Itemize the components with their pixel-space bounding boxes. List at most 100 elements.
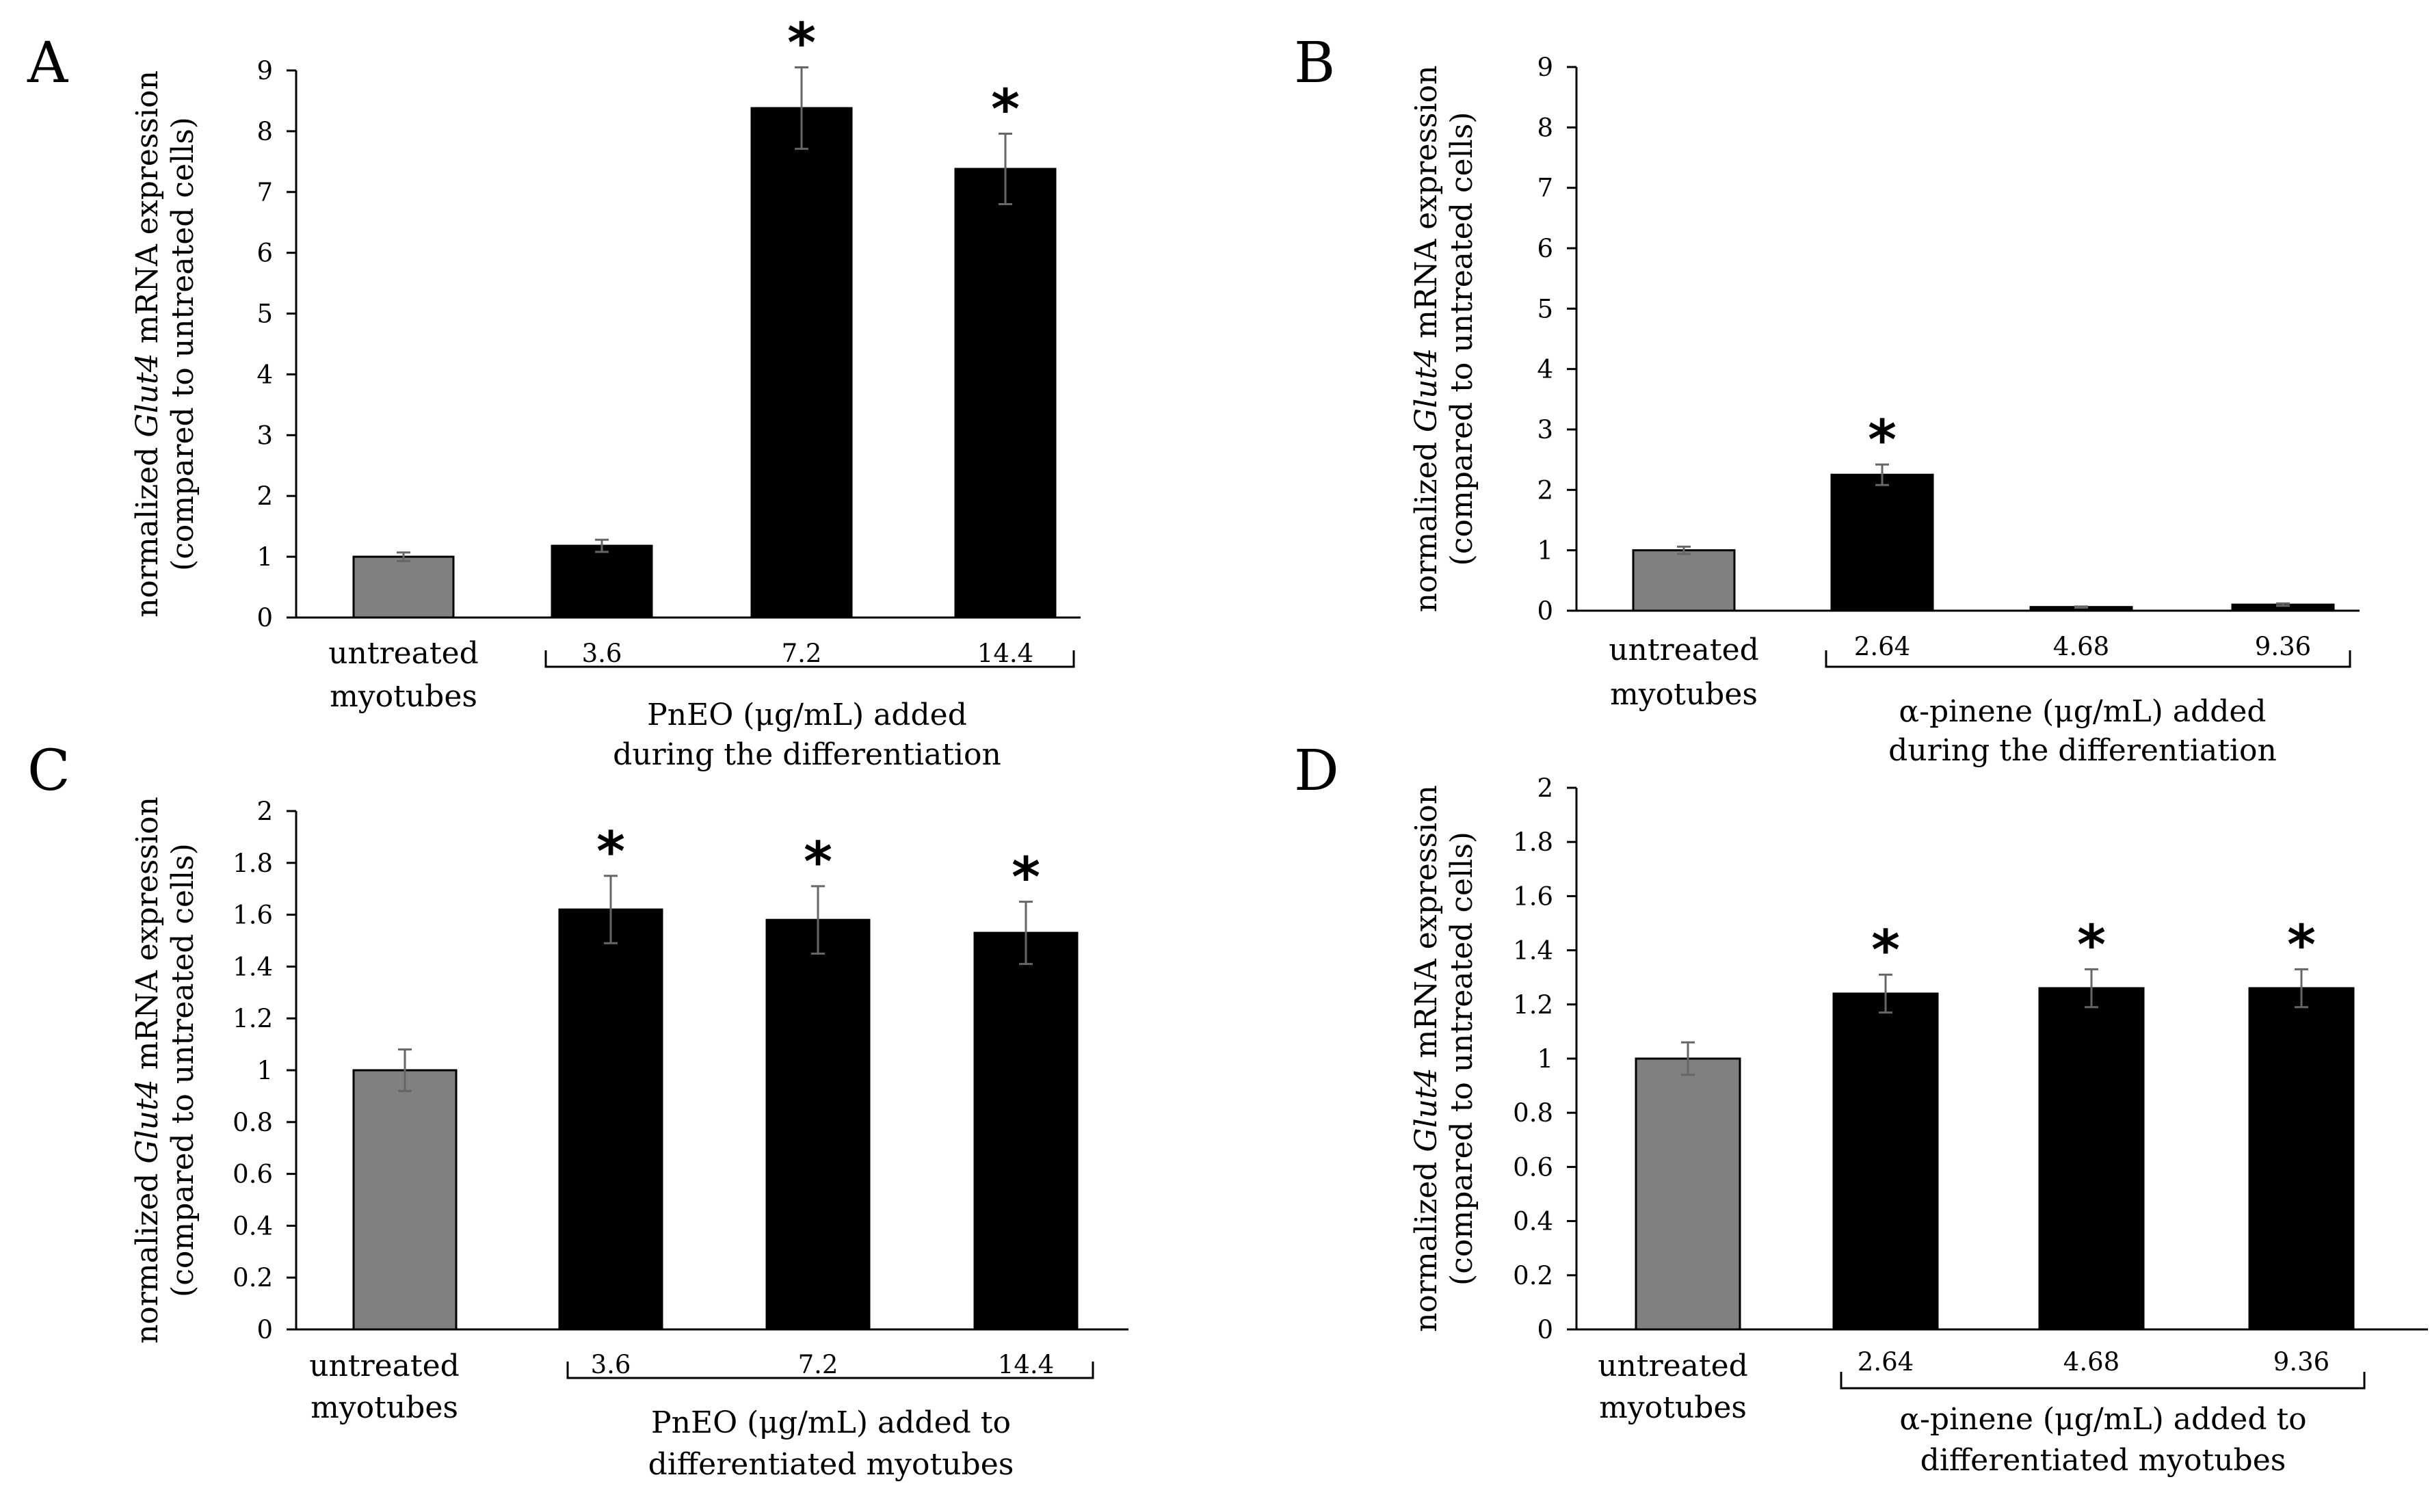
significance-marker: * xyxy=(804,830,832,894)
y-tick-label: 0.6 xyxy=(233,1160,273,1189)
bar xyxy=(352,555,455,619)
y-tick-label: 1.2 xyxy=(1513,990,1553,1020)
y-tick-label: 3 xyxy=(1537,415,1553,445)
chart-panel-c: C 0 0.2 0.4 0.6 0.8 1 1.2 1.4 1.6 1.8 2 normalized G… xyxy=(27,739,1128,1482)
x-tick-label: 4.68 xyxy=(2063,1347,2119,1377)
x-tick-label: 14.4 xyxy=(977,639,1033,668)
group-label-line2: differentiated myotubes xyxy=(648,1447,1014,1482)
y-axis-label-suffix: mRNA expression xyxy=(130,797,165,1079)
y-tick-label: 1 xyxy=(256,1056,273,1085)
significance-marker: * xyxy=(2077,913,2106,977)
y-tick-label: 2 xyxy=(1537,773,1553,803)
y-tick-label: 6 xyxy=(256,239,273,268)
y-axis-label: normalized Glut4 mRNA expression xyxy=(130,797,165,1344)
group-label-line1: α-pinene (μg/mL) added to xyxy=(1899,1402,2306,1437)
y-tick-label: 3 xyxy=(256,421,273,450)
control-label-line1: untreated xyxy=(1609,633,1759,667)
x-tick-label: 3.6 xyxy=(591,1350,631,1379)
bar xyxy=(1635,1057,1741,1331)
y-tick-label: 1 xyxy=(1537,1044,1553,1074)
group-bracket xyxy=(1840,1372,2366,1390)
y-tick-label: 5 xyxy=(256,300,273,329)
y-tick-label: 2 xyxy=(256,797,273,826)
y-tick-label: 0.4 xyxy=(1513,1207,1553,1236)
y-tick-label: 1.8 xyxy=(1513,827,1553,857)
group-bracket xyxy=(1825,650,2351,668)
group-label-line2: during the differentiation xyxy=(1888,733,2277,768)
y-axis-label-line2: (compared to untreated cells) xyxy=(1444,112,1479,566)
y-tick-label: 0.8 xyxy=(1513,1098,1553,1128)
y-tick-label: 9 xyxy=(1537,53,1553,82)
significance-marker: * xyxy=(1012,846,1040,910)
x-tick-label: 2.64 xyxy=(1854,632,1910,661)
y-tick-label: 1 xyxy=(1537,536,1553,566)
chart-panel-b: B 0 1 2 3 4 5 6 7 8 9 normalized Glut4 mRNA express… xyxy=(1294,31,2360,768)
significance-marker: * xyxy=(991,77,1020,141)
y-axis-label-prefix: normalized xyxy=(1409,432,1444,612)
y-tick-label: 0 xyxy=(256,1315,273,1344)
bar xyxy=(750,107,853,619)
group-bracket xyxy=(566,1362,1094,1379)
bar xyxy=(973,931,1079,1331)
significance-marker: * xyxy=(787,12,816,75)
y-tick-label: 0.2 xyxy=(1513,1261,1553,1290)
y-tick-label: 0 xyxy=(1537,596,1553,626)
group-label-line1: α-pinene (μg/mL) added xyxy=(1899,694,2266,729)
y-tick-label: 7 xyxy=(256,178,273,207)
y-axis-label: normalized Glut4 mRNA expression xyxy=(130,70,165,618)
control-label-line1: untreated xyxy=(309,1349,460,1383)
chart-panel-a: A 0 1 2 3 4 5 6 7 8 9 normalized Glut4 mRNA express… xyxy=(27,12,1081,772)
y-axis-label-suffix: mRNA expression xyxy=(1409,66,1444,348)
y-tick-label: 1.4 xyxy=(233,952,273,981)
y-tick-label: 4 xyxy=(1537,355,1553,384)
x-tick-label: 14.4 xyxy=(998,1350,1054,1379)
y-tick-label: 1 xyxy=(256,542,273,572)
y-tick-label: 0.8 xyxy=(233,1108,273,1137)
y-tick-label: 2 xyxy=(256,481,273,511)
significance-marker: * xyxy=(1871,918,1900,982)
y-axis-label-prefix: normalized xyxy=(130,1164,165,1344)
control-label-line1: untreated xyxy=(328,636,479,671)
group-label-line1: PnEO (μg/mL) added to xyxy=(651,1405,1011,1440)
significance-marker: * xyxy=(596,820,625,884)
x-tick-label: 9.36 xyxy=(2255,632,2311,661)
y-axis-label-line2: (compared to untreated cells) xyxy=(166,117,200,571)
y-tick-label: 7 xyxy=(1537,174,1553,203)
group-bracket xyxy=(544,650,1075,668)
y-tick-label: 0.6 xyxy=(1513,1152,1553,1182)
y-axis-label-gene: Glut4 xyxy=(1409,1067,1444,1152)
bar xyxy=(352,1069,458,1331)
y-axis-label-prefix: normalized xyxy=(130,438,165,618)
control-label-line2: myotubes xyxy=(1610,677,1758,712)
group-label-line2: differentiated myotubes xyxy=(1920,1443,2286,1478)
y-axis-label-suffix: mRNA expression xyxy=(1409,785,1444,1067)
y-axis-label-suffix: mRNA expression xyxy=(130,70,165,353)
x-tick-label: 9.36 xyxy=(2273,1347,2329,1377)
x-tick-label: 2.64 xyxy=(1858,1347,1914,1377)
y-axis-label-line2: (compared to untreated cells) xyxy=(166,843,200,1297)
panel-label: C xyxy=(27,739,70,804)
group-label-line2: during the differentiation xyxy=(613,737,1001,772)
control-label-line2: myotubes xyxy=(330,679,477,714)
y-tick-label: 0.2 xyxy=(233,1263,273,1292)
control-label-line2: myotubes xyxy=(311,1390,458,1425)
significance-marker: * xyxy=(2287,913,2316,977)
x-tick-label: 7.2 xyxy=(782,639,822,668)
bar xyxy=(954,168,1057,619)
y-tick-label: 1.2 xyxy=(233,1004,273,1033)
y-tick-label: 0 xyxy=(1537,1315,1553,1344)
panel-label: D xyxy=(1294,739,1339,804)
y-axis-label-gene: Glut4 xyxy=(1409,348,1444,432)
y-tick-label: 1.8 xyxy=(233,849,273,878)
y-tick-label: 0 xyxy=(256,603,273,633)
y-tick-label: 1.6 xyxy=(1513,881,1553,911)
bar xyxy=(1830,473,1934,612)
chart-panel-d: D 0 0.2 0.4 0.6 0.8 1 1.2 1.4 1.6 1.8 2 normalized G… xyxy=(1294,739,2428,1478)
panel-label: B xyxy=(1294,31,1335,96)
bar xyxy=(1832,992,1939,1331)
bar xyxy=(558,908,663,1331)
y-tick-label: 1.4 xyxy=(1513,936,1553,966)
control-label-line2: myotubes xyxy=(1599,1390,1747,1425)
y-tick-label: 4 xyxy=(256,360,273,389)
